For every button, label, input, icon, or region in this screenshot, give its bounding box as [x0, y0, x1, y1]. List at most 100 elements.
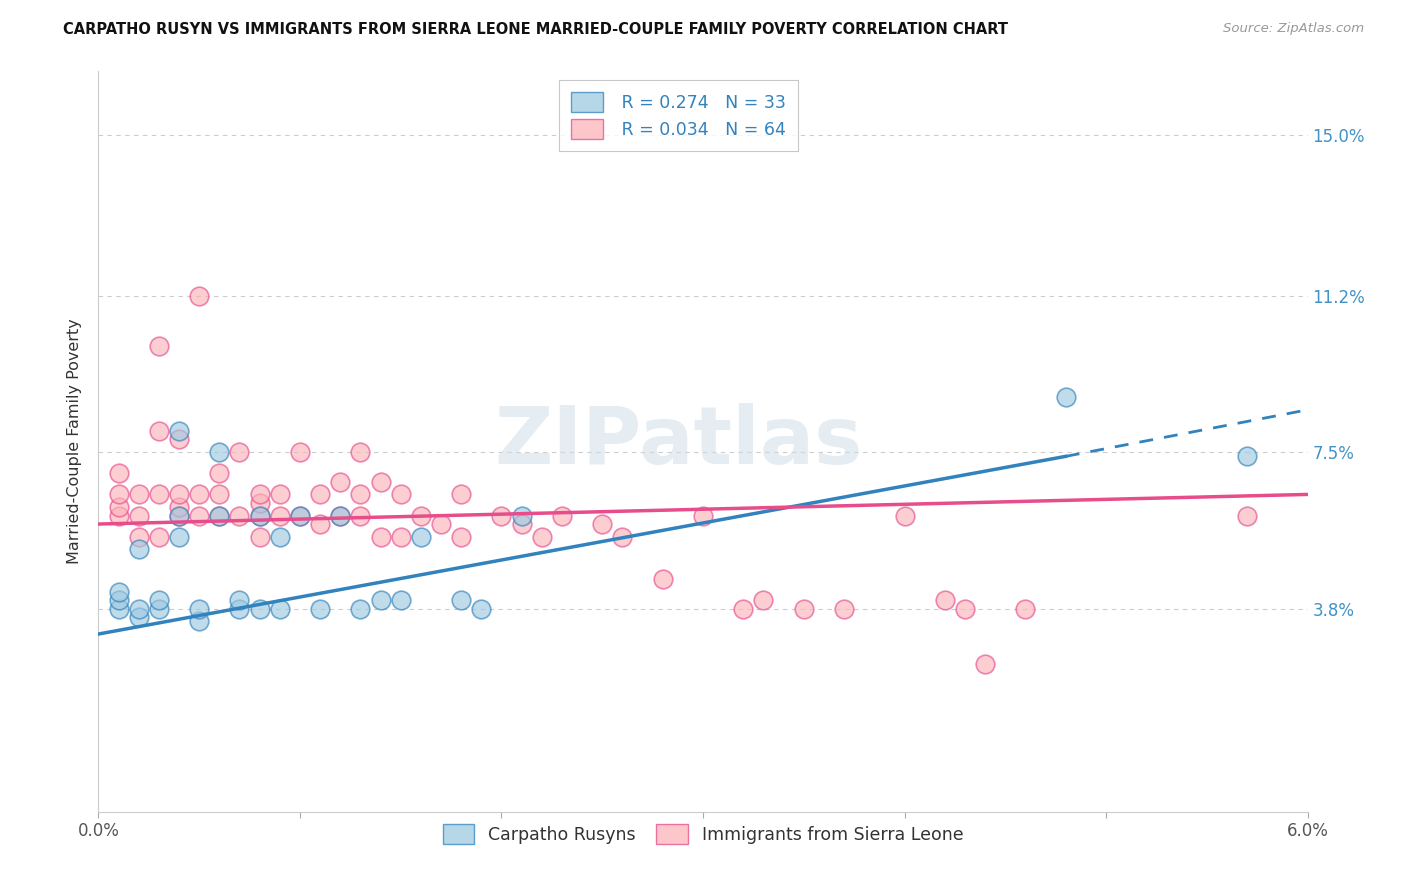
Point	[167, 487, 190, 501]
Point	[389, 487, 412, 501]
Point	[249, 508, 271, 523]
Point	[208, 467, 231, 481]
Point	[409, 508, 432, 523]
Point	[450, 487, 472, 501]
Point	[167, 508, 190, 523]
Point	[450, 530, 472, 544]
Point	[953, 601, 976, 615]
Point	[551, 508, 574, 523]
Point	[370, 530, 392, 544]
Point	[148, 339, 170, 353]
Point	[148, 424, 170, 438]
Point	[510, 508, 533, 523]
Point	[107, 508, 129, 523]
Point	[208, 445, 231, 459]
Point	[1054, 390, 1077, 404]
Point	[349, 601, 371, 615]
Point	[167, 508, 190, 523]
Point	[329, 475, 352, 489]
Y-axis label: Married-Couple Family Poverty: Married-Couple Family Poverty	[67, 318, 83, 565]
Point	[470, 601, 492, 615]
Point	[128, 530, 150, 544]
Point	[208, 487, 231, 501]
Point	[370, 475, 392, 489]
Point	[450, 593, 472, 607]
Point	[167, 530, 190, 544]
Point	[651, 572, 673, 586]
Point	[167, 500, 190, 515]
Point	[148, 487, 170, 501]
Point	[107, 467, 129, 481]
Point	[329, 508, 352, 523]
Point	[692, 508, 714, 523]
Point	[107, 601, 129, 615]
Point	[269, 601, 291, 615]
Point	[370, 593, 392, 607]
Point	[510, 516, 533, 531]
Point	[167, 424, 190, 438]
Point	[269, 487, 291, 501]
Point	[733, 601, 755, 615]
Point	[188, 487, 211, 501]
Point	[208, 508, 231, 523]
Point	[249, 496, 271, 510]
Point	[188, 288, 211, 302]
Point	[107, 584, 129, 599]
Point	[128, 610, 150, 624]
Point	[1236, 508, 1258, 523]
Point	[228, 508, 250, 523]
Point	[269, 508, 291, 523]
Point	[148, 601, 170, 615]
Text: Source: ZipAtlas.com: Source: ZipAtlas.com	[1223, 22, 1364, 36]
Point	[167, 433, 190, 447]
Point	[1014, 601, 1036, 615]
Point	[249, 601, 271, 615]
Point	[591, 516, 613, 531]
Point	[389, 530, 412, 544]
Point	[793, 601, 815, 615]
Point	[491, 508, 513, 523]
Point	[288, 508, 311, 523]
Point	[269, 530, 291, 544]
Point	[389, 593, 412, 607]
Point	[188, 615, 211, 629]
Point	[188, 508, 211, 523]
Point	[349, 445, 371, 459]
Point	[107, 487, 129, 501]
Point	[228, 601, 250, 615]
Point	[249, 487, 271, 501]
Point	[107, 500, 129, 515]
Point	[208, 508, 231, 523]
Text: CARPATHO RUSYN VS IMMIGRANTS FROM SIERRA LEONE MARRIED-COUPLE FAMILY POVERTY COR: CARPATHO RUSYN VS IMMIGRANTS FROM SIERRA…	[63, 22, 1008, 37]
Point	[188, 601, 211, 615]
Point	[309, 487, 332, 501]
Point	[228, 445, 250, 459]
Point	[612, 530, 634, 544]
Point	[288, 445, 311, 459]
Point	[148, 530, 170, 544]
Point	[1236, 450, 1258, 464]
Point	[249, 530, 271, 544]
Point	[128, 508, 150, 523]
Point	[128, 487, 150, 501]
Point	[430, 516, 453, 531]
Point	[128, 601, 150, 615]
Point	[974, 657, 997, 671]
Point	[228, 593, 250, 607]
Point	[349, 508, 371, 523]
Point	[934, 593, 956, 607]
Point	[409, 530, 432, 544]
Point	[329, 508, 352, 523]
Point	[832, 601, 855, 615]
Point	[530, 530, 553, 544]
Text: ZIPatlas: ZIPatlas	[495, 402, 863, 481]
Point	[309, 601, 332, 615]
Point	[309, 516, 332, 531]
Point	[128, 542, 150, 557]
Point	[752, 593, 775, 607]
Point	[249, 508, 271, 523]
Point	[349, 487, 371, 501]
Point	[148, 593, 170, 607]
Point	[893, 508, 915, 523]
Legend: Carpatho Rusyns, Immigrants from Sierra Leone: Carpatho Rusyns, Immigrants from Sierra …	[433, 814, 973, 855]
